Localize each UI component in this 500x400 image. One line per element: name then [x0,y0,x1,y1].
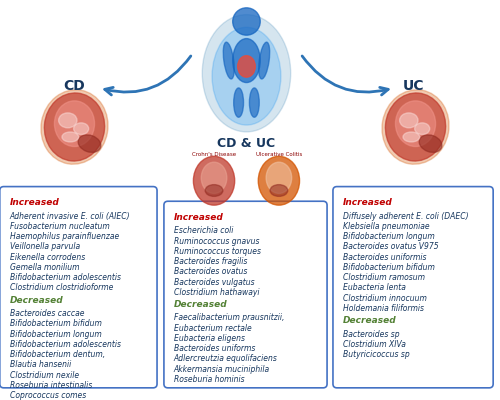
Ellipse shape [386,93,446,161]
Ellipse shape [270,185,288,196]
Text: Coprococcus comes: Coprococcus comes [10,391,86,400]
Ellipse shape [74,123,88,134]
Ellipse shape [78,135,101,152]
Text: Clostridium clostridioforme: Clostridium clostridioforme [10,284,113,292]
Text: Decreased: Decreased [174,300,228,309]
Ellipse shape [403,132,419,142]
Ellipse shape [232,38,260,82]
Text: Decreased: Decreased [10,296,64,305]
Ellipse shape [224,42,234,79]
Text: Roseburia hominis: Roseburia hominis [174,375,244,384]
Ellipse shape [62,132,78,142]
Text: Klebsiella pneumoniae: Klebsiella pneumoniae [343,222,430,231]
Text: Bacteroides vulgatus: Bacteroides vulgatus [174,278,254,286]
Text: Ruminococcus torques: Ruminococcus torques [174,247,260,256]
Text: Roseburia intestinalis: Roseburia intestinalis [10,381,92,390]
Text: Eubacteria lenta: Eubacteria lenta [343,284,406,292]
Ellipse shape [202,15,290,132]
Text: Bacteroides ovatus: Bacteroides ovatus [174,267,247,276]
Text: Bacteroides sp: Bacteroides sp [343,330,400,338]
Ellipse shape [414,123,430,134]
Text: Eikenella corrodens: Eikenella corrodens [10,253,85,262]
Text: Bacteroides caccae: Bacteroides caccae [10,309,84,318]
Text: Bacteroides uniforms: Bacteroides uniforms [174,344,255,353]
Ellipse shape [258,42,270,79]
Text: Holdemania filiformis: Holdemania filiformis [343,304,424,313]
Ellipse shape [396,101,436,146]
Text: Increased: Increased [343,198,392,207]
Ellipse shape [382,90,449,164]
Text: Clostridium innocuum: Clostridium innocuum [343,294,426,303]
Text: Adlercreutzia equolifaciens: Adlercreutzia equolifaciens [174,354,278,364]
Text: Bifidobacterium longum: Bifidobacterium longum [10,330,102,338]
Ellipse shape [238,56,256,77]
Text: Bacteroides uniformis: Bacteroides uniformis [343,253,426,262]
Text: Haemophilus parainfluenzae: Haemophilus parainfluenzae [10,232,119,241]
Text: Gemella monilium: Gemella monilium [10,263,79,272]
Ellipse shape [212,27,281,125]
Text: Increased: Increased [10,198,59,207]
Text: Akkermansia muciniphila: Akkermansia muciniphila [174,365,270,374]
Text: Eubacterium rectale: Eubacterium rectale [174,324,252,333]
Ellipse shape [202,162,227,194]
FancyBboxPatch shape [333,186,493,388]
Circle shape [232,8,260,35]
Ellipse shape [234,88,243,117]
Text: Increased: Increased [174,213,224,222]
Text: Veillonella parvula: Veillonella parvula [10,242,80,252]
Text: Blautia hansenii: Blautia hansenii [10,360,71,369]
Text: CD: CD [64,79,86,93]
Ellipse shape [400,113,418,128]
Text: Clostridium ramosum: Clostridium ramosum [343,273,425,282]
Text: Bacteroides fragilis: Bacteroides fragilis [174,257,247,266]
Text: Diffusely adherent E. coli (DAEC): Diffusely adherent E. coli (DAEC) [343,212,468,221]
Text: Clostridium nexile: Clostridium nexile [10,370,78,380]
Text: Clostridium hathawayi: Clostridium hathawayi [174,288,259,297]
Text: Eubacteria eligens: Eubacteria eligens [174,334,244,343]
FancyArrowPatch shape [105,56,191,95]
Text: Fusobacterium nucleatum: Fusobacterium nucleatum [10,222,110,231]
Text: Bifidobacterium adolescentis: Bifidobacterium adolescentis [10,273,120,282]
Text: Adherent invasive E. coli (AIEC): Adherent invasive E. coli (AIEC) [10,212,130,221]
Text: Bifidobacterium longum: Bifidobacterium longum [343,232,434,241]
Ellipse shape [266,162,291,194]
FancyBboxPatch shape [0,186,157,388]
Text: Clostridium XIVa: Clostridium XIVa [343,340,406,349]
Text: Bifidobacterium dentum,: Bifidobacterium dentum, [10,350,104,359]
FancyArrowPatch shape [302,56,388,95]
Ellipse shape [44,93,104,161]
Ellipse shape [41,90,108,164]
Ellipse shape [54,101,94,146]
Text: Butyricicoccus sp: Butyricicoccus sp [343,350,409,359]
Text: Ulcerative Colitis: Ulcerative Colitis [256,152,302,157]
Text: Bifidobacterium bifidum: Bifidobacterium bifidum [10,319,102,328]
Ellipse shape [419,135,442,152]
FancyBboxPatch shape [164,201,327,388]
Ellipse shape [194,156,234,205]
Text: Bacteroides ovatus V975: Bacteroides ovatus V975 [343,242,438,252]
Ellipse shape [58,113,77,128]
Text: Bifidobacterium bifidum: Bifidobacterium bifidum [343,263,434,272]
Text: Ruminococcus gnavus: Ruminococcus gnavus [174,236,259,246]
Text: Decreased: Decreased [343,316,396,325]
Text: Bifidobacterium adolescentis: Bifidobacterium adolescentis [10,340,120,349]
Ellipse shape [250,88,260,117]
Text: CD & UC: CD & UC [218,137,276,150]
Text: UC: UC [403,79,424,93]
Ellipse shape [258,156,300,205]
Text: Escherichia coli: Escherichia coli [174,226,233,235]
Text: Crohn's Disease: Crohn's Disease [192,152,236,157]
Text: Faecalibacterium prausnitzii,: Faecalibacterium prausnitzii, [174,313,284,322]
Ellipse shape [205,185,223,196]
